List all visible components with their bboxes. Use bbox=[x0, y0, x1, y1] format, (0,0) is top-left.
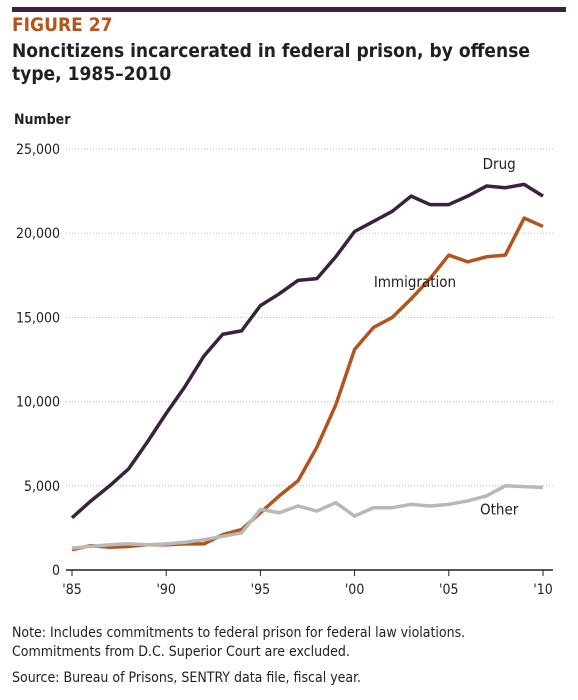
x-tick-label: '10 bbox=[533, 582, 552, 598]
y-tick-label: 25,000 bbox=[16, 142, 60, 158]
y-tick-label: 10,000 bbox=[16, 395, 60, 411]
y-tick-label: 15,000 bbox=[16, 310, 60, 326]
series-label: Drug bbox=[483, 155, 516, 173]
series-line bbox=[70, 182, 544, 520]
y-axis-label: Number bbox=[14, 112, 71, 128]
note-line: Note: Includes commitments to federal pr… bbox=[12, 625, 465, 641]
y-tick-label: 0 bbox=[52, 563, 60, 579]
x-tick-label: '00 bbox=[345, 582, 364, 598]
series-label: Immigration bbox=[374, 273, 456, 291]
chart-title-line: type, 1985–2010 bbox=[12, 63, 171, 85]
x-tick-label: '90 bbox=[156, 582, 175, 598]
note-line: Commitments from D.C. Superior Court are… bbox=[12, 644, 350, 660]
y-tick-label: 20,000 bbox=[16, 226, 60, 242]
source: Source: Bureau of Prisons, SENTRY data f… bbox=[12, 670, 361, 686]
y-tick-label: 5,000 bbox=[24, 479, 60, 495]
series-line bbox=[71, 484, 544, 550]
chart-title-line: Noncitizens incarcerated in federal pris… bbox=[12, 40, 530, 62]
top-rule bbox=[12, 7, 566, 12]
x-tick-label: '05 bbox=[439, 582, 458, 598]
x-tick-label: '85 bbox=[62, 582, 81, 598]
figure-label: FIGURE 27 bbox=[12, 14, 113, 36]
x-tick-label: '95 bbox=[251, 582, 270, 598]
series-label: Other bbox=[480, 500, 519, 518]
